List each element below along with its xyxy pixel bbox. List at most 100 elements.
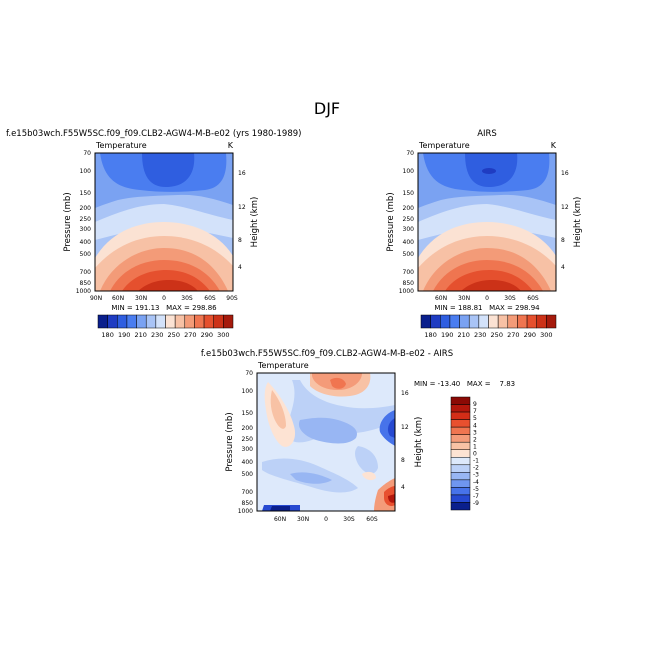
colorbar-swatch bbox=[213, 314, 224, 329]
colorbar-label: -7 bbox=[473, 493, 479, 500]
panel-subtitle: Temperature bbox=[418, 141, 470, 150]
y-tick-label: 100 bbox=[403, 168, 415, 175]
colorbar-swatch bbox=[450, 426, 471, 435]
y-axis-label-right: Height (km) bbox=[414, 417, 424, 468]
colorbar-swatch bbox=[450, 411, 471, 420]
y-ticks: 70 100 150 200 250 300 400 500 700 850 1… bbox=[76, 150, 246, 295]
colorbar-label: -5 bbox=[473, 486, 479, 493]
panel-title: AIRS bbox=[477, 129, 497, 139]
y-axis-label: Pressure (mb) bbox=[386, 192, 396, 251]
colorbar-label: 210 bbox=[134, 331, 146, 339]
y-tick-label: 100 bbox=[242, 388, 254, 395]
x-ticks: 60N 30N 0 30S 60S bbox=[274, 516, 378, 523]
y-tick-label: 700 bbox=[80, 269, 92, 276]
y-ticks: 70 100 150 200 250 300 400 500 700 850 1… bbox=[399, 150, 569, 295]
colorbar-swatch bbox=[450, 457, 471, 466]
colorbar-swatch bbox=[450, 494, 471, 503]
y-axis-label-right: Height (km) bbox=[250, 197, 260, 248]
colorbar-swatch bbox=[450, 487, 471, 496]
colorbar-label: 230 bbox=[474, 331, 486, 339]
min-max-stats: MIN = 191.13 MAX = 298.86 bbox=[111, 304, 217, 312]
y-tick-label: 70 bbox=[245, 370, 253, 377]
y-tick-label: 850 bbox=[403, 280, 415, 287]
x-tick-label: 30N bbox=[458, 295, 470, 302]
y-tick-label: 300 bbox=[80, 226, 92, 233]
colorbar-swatch bbox=[223, 314, 234, 329]
colorbar-swatch bbox=[497, 314, 509, 329]
y-right-tick-label: 12 bbox=[561, 204, 569, 211]
y-right-tick-label: 8 bbox=[401, 457, 405, 464]
y-tick-label: 300 bbox=[242, 446, 254, 453]
colorbar-swatch bbox=[450, 434, 471, 443]
colorbar-swatch bbox=[174, 314, 186, 329]
colorbar-swatch bbox=[145, 314, 157, 329]
colorbar-swatch bbox=[450, 479, 471, 488]
colorbar-label: 5 bbox=[473, 415, 477, 422]
panel-subtitle: Temperature bbox=[95, 141, 147, 150]
colorbar-label: -4 bbox=[473, 479, 479, 486]
y-tick-label: 70 bbox=[406, 150, 414, 157]
x-tick-label: 0 bbox=[485, 295, 489, 302]
colorbar-swatch bbox=[126, 314, 137, 329]
colorbar-swatch bbox=[450, 464, 471, 473]
colorbar-label: 290 bbox=[524, 331, 536, 339]
x-tick-label: 60S bbox=[204, 295, 216, 302]
units-label: K bbox=[228, 141, 234, 150]
y-tick-label: 700 bbox=[403, 269, 415, 276]
y-axis-label: Pressure (mb) bbox=[63, 192, 73, 251]
colorbar-label: 270 bbox=[184, 331, 196, 339]
colorbar-swatch bbox=[468, 314, 480, 329]
min-max-stats: MIN = -13.40 MAX = 7.83 bbox=[414, 380, 515, 388]
y-right-tick-label: 4 bbox=[238, 264, 242, 271]
colorbar-label: -3 bbox=[473, 472, 479, 479]
x-tick-label: 90N bbox=[90, 295, 102, 302]
y-axis-label: Pressure (mb) bbox=[225, 412, 235, 471]
colorbar-swatch bbox=[488, 314, 499, 329]
x-tick-label: 60S bbox=[366, 516, 378, 523]
colorbar-swatch bbox=[478, 314, 489, 329]
x-tick-label: 30N bbox=[297, 516, 309, 523]
panel-difference: f.e15b03wch.F55W5SC.f09_f09.CLB2-AGW4-M-… bbox=[201, 349, 515, 523]
units-label: K bbox=[551, 141, 557, 150]
colorbar-label: 270 bbox=[507, 331, 519, 339]
panel-title: f.e15b03wch.F55W5SC.f09_f09.CLB2-AGW4-M-… bbox=[6, 129, 301, 139]
y-tick-label: 250 bbox=[242, 436, 254, 443]
colorbar-label: -9 bbox=[473, 500, 479, 507]
colorbar-label: 2 bbox=[473, 436, 477, 443]
colorbar-swatch bbox=[136, 314, 147, 329]
y-tick-label: 700 bbox=[242, 489, 254, 496]
colorbar-label: 210 bbox=[457, 331, 469, 339]
y-right-tick-label: 16 bbox=[238, 170, 246, 177]
y-right-tick-label: 16 bbox=[401, 390, 409, 397]
plot-frame bbox=[256, 372, 396, 512]
y-right-tick-label: 8 bbox=[238, 237, 242, 244]
y-tick-label: 150 bbox=[242, 410, 254, 417]
y-tick-label: 200 bbox=[403, 205, 415, 212]
y-tick-label: 150 bbox=[80, 190, 92, 197]
y-tick-label: 1000 bbox=[238, 508, 253, 515]
colorbar-swatch bbox=[194, 314, 205, 329]
colorbar-swatch bbox=[97, 314, 108, 329]
y-right-tick-label: 12 bbox=[401, 424, 409, 431]
colorbar-label: -1 bbox=[473, 458, 479, 465]
y-tick-label: 850 bbox=[242, 500, 254, 507]
x-tick-label: 30S bbox=[343, 516, 355, 523]
x-tick-label: 60N bbox=[435, 295, 447, 302]
y-tick-label: 200 bbox=[80, 205, 92, 212]
y-tick-label: 1000 bbox=[76, 288, 91, 295]
x-tick-label: 60S bbox=[527, 295, 539, 302]
y-right-tick-label: 12 bbox=[238, 204, 246, 211]
colorbar-label: 0 bbox=[473, 451, 477, 458]
y-tick-label: 300 bbox=[403, 226, 415, 233]
colorbar-swatch bbox=[107, 314, 118, 329]
colorbar-label: 1 bbox=[473, 443, 477, 450]
colorbar-label: 180 bbox=[424, 331, 436, 339]
colorbar-swatch bbox=[450, 419, 471, 428]
y-ticks: 70 100 150 200 250 300 400 500 700 850 1… bbox=[238, 370, 409, 515]
y-tick-label: 1000 bbox=[399, 288, 414, 295]
colorbar-swatch bbox=[430, 314, 441, 329]
colorbar-swatch bbox=[203, 314, 214, 329]
x-tick-label: 60N bbox=[274, 516, 286, 523]
contour-field bbox=[418, 153, 556, 291]
x-ticks: 60N 30N 0 30S 60S bbox=[435, 295, 539, 302]
